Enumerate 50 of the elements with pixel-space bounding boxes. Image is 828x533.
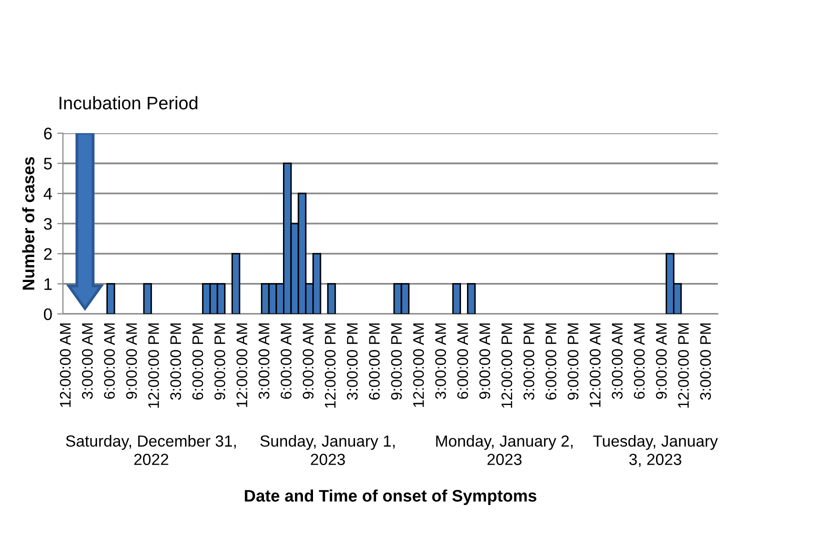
bar bbox=[106, 283, 116, 314]
x-axis-title: Date and Time of onset of Symptoms bbox=[244, 489, 536, 505]
x-tick-label: 12:00:00 PM bbox=[148, 324, 160, 408]
x-tick-label: 3:00:00 AM bbox=[612, 324, 623, 399]
y-tick-label: 6 bbox=[44, 128, 52, 140]
x-tick-label: 3:00:00 PM bbox=[524, 324, 534, 400]
x-tick-label: 6:00:00 PM bbox=[546, 324, 556, 400]
x-tick-label: 3:00:00 PM bbox=[700, 324, 711, 400]
y-tick-label: 1 bbox=[44, 278, 52, 290]
x-tick-label: 12:00:00 AM bbox=[236, 324, 248, 407]
x-tick-label: 6:00:00 PM bbox=[368, 324, 380, 400]
x-tick-label: 12:00:00 PM bbox=[678, 324, 689, 408]
bar bbox=[452, 283, 462, 314]
x-tick-label: 6:00:00 AM bbox=[634, 324, 645, 399]
x-tick-label: 9:00:00 AM bbox=[656, 324, 667, 399]
x-tick-label: 6:00:00 AM bbox=[457, 324, 468, 399]
chart-title: Incubation Period bbox=[60, 96, 198, 110]
y-tick-label: 3 bbox=[44, 218, 52, 230]
x-tick-label: 12:00:00 AM bbox=[590, 324, 601, 407]
y-tick-label: 5 bbox=[44, 158, 52, 170]
x-tick-label: 9:00:00 AM bbox=[302, 324, 314, 399]
x-tick-label: 3:00:00 PM bbox=[170, 324, 182, 400]
y-tick-label: 0 bbox=[44, 308, 52, 320]
y-tick-label: 2 bbox=[44, 248, 52, 260]
x-tick-label: 6:00:00 PM bbox=[192, 324, 204, 400]
text: Sunday, January 1, 2023 bbox=[260, 434, 395, 466]
x-tick-label: 12:00:00 PM bbox=[501, 324, 512, 408]
x-tick-label: 12:00:00 PM bbox=[324, 324, 336, 408]
x-tick-label: 6:00:00 AM bbox=[280, 324, 292, 399]
x-tick-label: 12:00:00 AM bbox=[60, 324, 71, 407]
x-tick-label: 3:00:00 AM bbox=[82, 324, 93, 399]
text: Monday, January 2, 2023 bbox=[436, 434, 573, 466]
text: Tuesday, January 3, 2023 bbox=[593, 434, 718, 467]
x-tick-label: 3:00:00 AM bbox=[435, 324, 446, 399]
bar bbox=[327, 283, 336, 314]
x-tick-label: 9:00:00 PM bbox=[214, 324, 226, 400]
x-tick-label: 9:00:00 AM bbox=[479, 324, 490, 399]
x-tick-label: 12:00:00 AM bbox=[413, 324, 424, 407]
x-tick-label: 3:00:00 PM bbox=[346, 324, 358, 400]
x-tick-label: 9:00:00 AM bbox=[126, 324, 137, 399]
bar bbox=[143, 283, 152, 314]
x-tick-label: 3:00:00 AM bbox=[258, 324, 270, 399]
y-tick-label: 4 bbox=[44, 188, 52, 200]
bar bbox=[231, 253, 240, 314]
x-tick-label: 9:00:00 PM bbox=[391, 324, 402, 400]
x-tick-label: 9:00:00 PM bbox=[568, 324, 578, 400]
y-axis-title: Number of cases bbox=[22, 157, 34, 290]
x-tick-label: 6:00:00 AM bbox=[104, 324, 115, 399]
bar bbox=[466, 283, 476, 314]
text: Saturday, December 31, 2022 bbox=[66, 434, 236, 466]
